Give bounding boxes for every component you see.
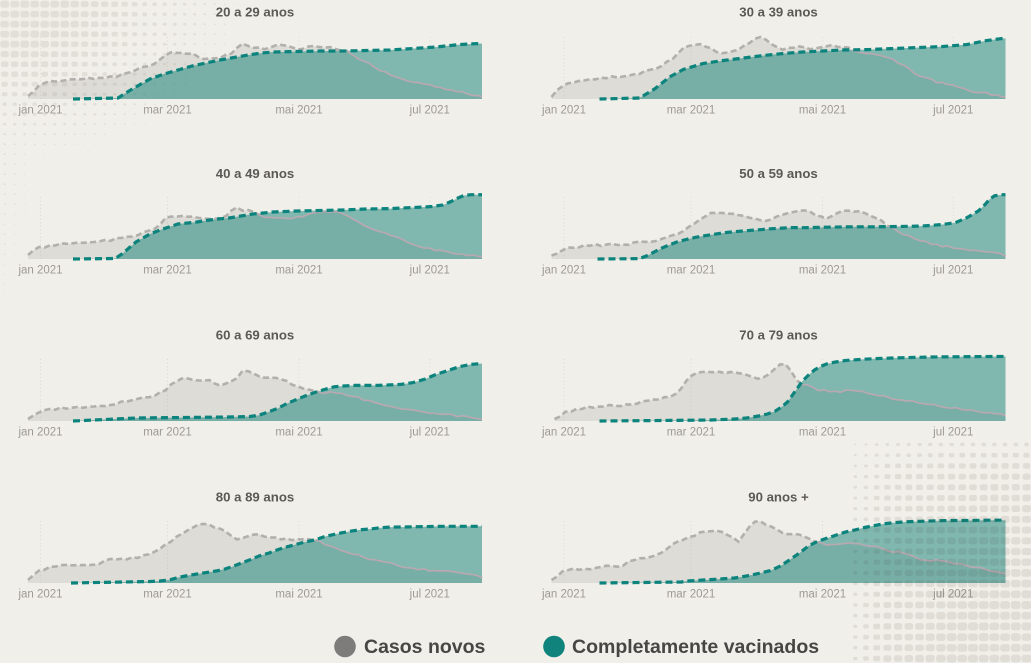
- svg-text:jul 2021: jul 2021: [409, 588, 450, 600]
- svg-text:mai 2021: mai 2021: [799, 264, 846, 276]
- svg-text:jul 2021: jul 2021: [932, 426, 973, 438]
- svg-text:jul 2021: jul 2021: [932, 104, 973, 116]
- svg-text:mai 2021: mai 2021: [275, 264, 322, 276]
- svg-text:60 a 69 anos: 60 a 69 anos: [216, 328, 294, 343]
- svg-text:mar 2021: mar 2021: [143, 588, 192, 600]
- svg-text:Casos novos: Casos novos: [364, 636, 486, 658]
- svg-text:jul 2021: jul 2021: [409, 104, 450, 116]
- svg-text:jan 2021: jan 2021: [17, 104, 62, 116]
- svg-text:40 a 49 anos: 40 a 49 anos: [216, 166, 294, 181]
- svg-text:jan 2021: jan 2021: [541, 426, 586, 438]
- svg-text:mai 2021: mai 2021: [799, 426, 846, 438]
- svg-text:70 a 79 anos: 70 a 79 anos: [739, 328, 817, 343]
- svg-text:80 a 89 anos: 80 a 89 anos: [216, 489, 294, 504]
- svg-text:mar 2021: mar 2021: [143, 426, 192, 438]
- svg-text:90 anos +: 90 anos +: [748, 489, 809, 504]
- svg-text:Completamente vacinados: Completamente vacinados: [572, 636, 819, 658]
- svg-text:20 a 29 anos: 20 a 29 anos: [216, 5, 294, 20]
- svg-text:mar 2021: mar 2021: [667, 588, 716, 600]
- svg-text:mai 2021: mai 2021: [799, 588, 846, 600]
- svg-text:jul 2021: jul 2021: [409, 264, 450, 276]
- svg-text:mar 2021: mar 2021: [667, 264, 716, 276]
- svg-text:jan 2021: jan 2021: [17, 588, 62, 600]
- svg-text:mar 2021: mar 2021: [667, 426, 716, 438]
- svg-text:jan 2021: jan 2021: [17, 264, 62, 276]
- svg-text:jul 2021: jul 2021: [932, 264, 973, 276]
- svg-text:jan 2021: jan 2021: [541, 104, 586, 116]
- svg-text:30 a 39 anos: 30 a 39 anos: [739, 5, 817, 20]
- svg-text:jan 2021: jan 2021: [17, 426, 62, 438]
- svg-text:mar 2021: mar 2021: [143, 104, 192, 116]
- svg-text:mar 2021: mar 2021: [667, 104, 716, 116]
- svg-text:jul 2021: jul 2021: [409, 426, 450, 438]
- svg-text:50 a 59 anos: 50 a 59 anos: [739, 166, 817, 181]
- svg-text:mai 2021: mai 2021: [275, 426, 322, 438]
- svg-text:jan 2021: jan 2021: [541, 264, 586, 276]
- svg-text:jul 2021: jul 2021: [932, 588, 973, 600]
- svg-text:jan 2021: jan 2021: [541, 588, 586, 600]
- svg-text:mai 2021: mai 2021: [275, 588, 322, 600]
- svg-text:mar 2021: mar 2021: [143, 264, 192, 276]
- svg-text:mai 2021: mai 2021: [799, 104, 846, 116]
- svg-text:mai 2021: mai 2021: [275, 104, 322, 116]
